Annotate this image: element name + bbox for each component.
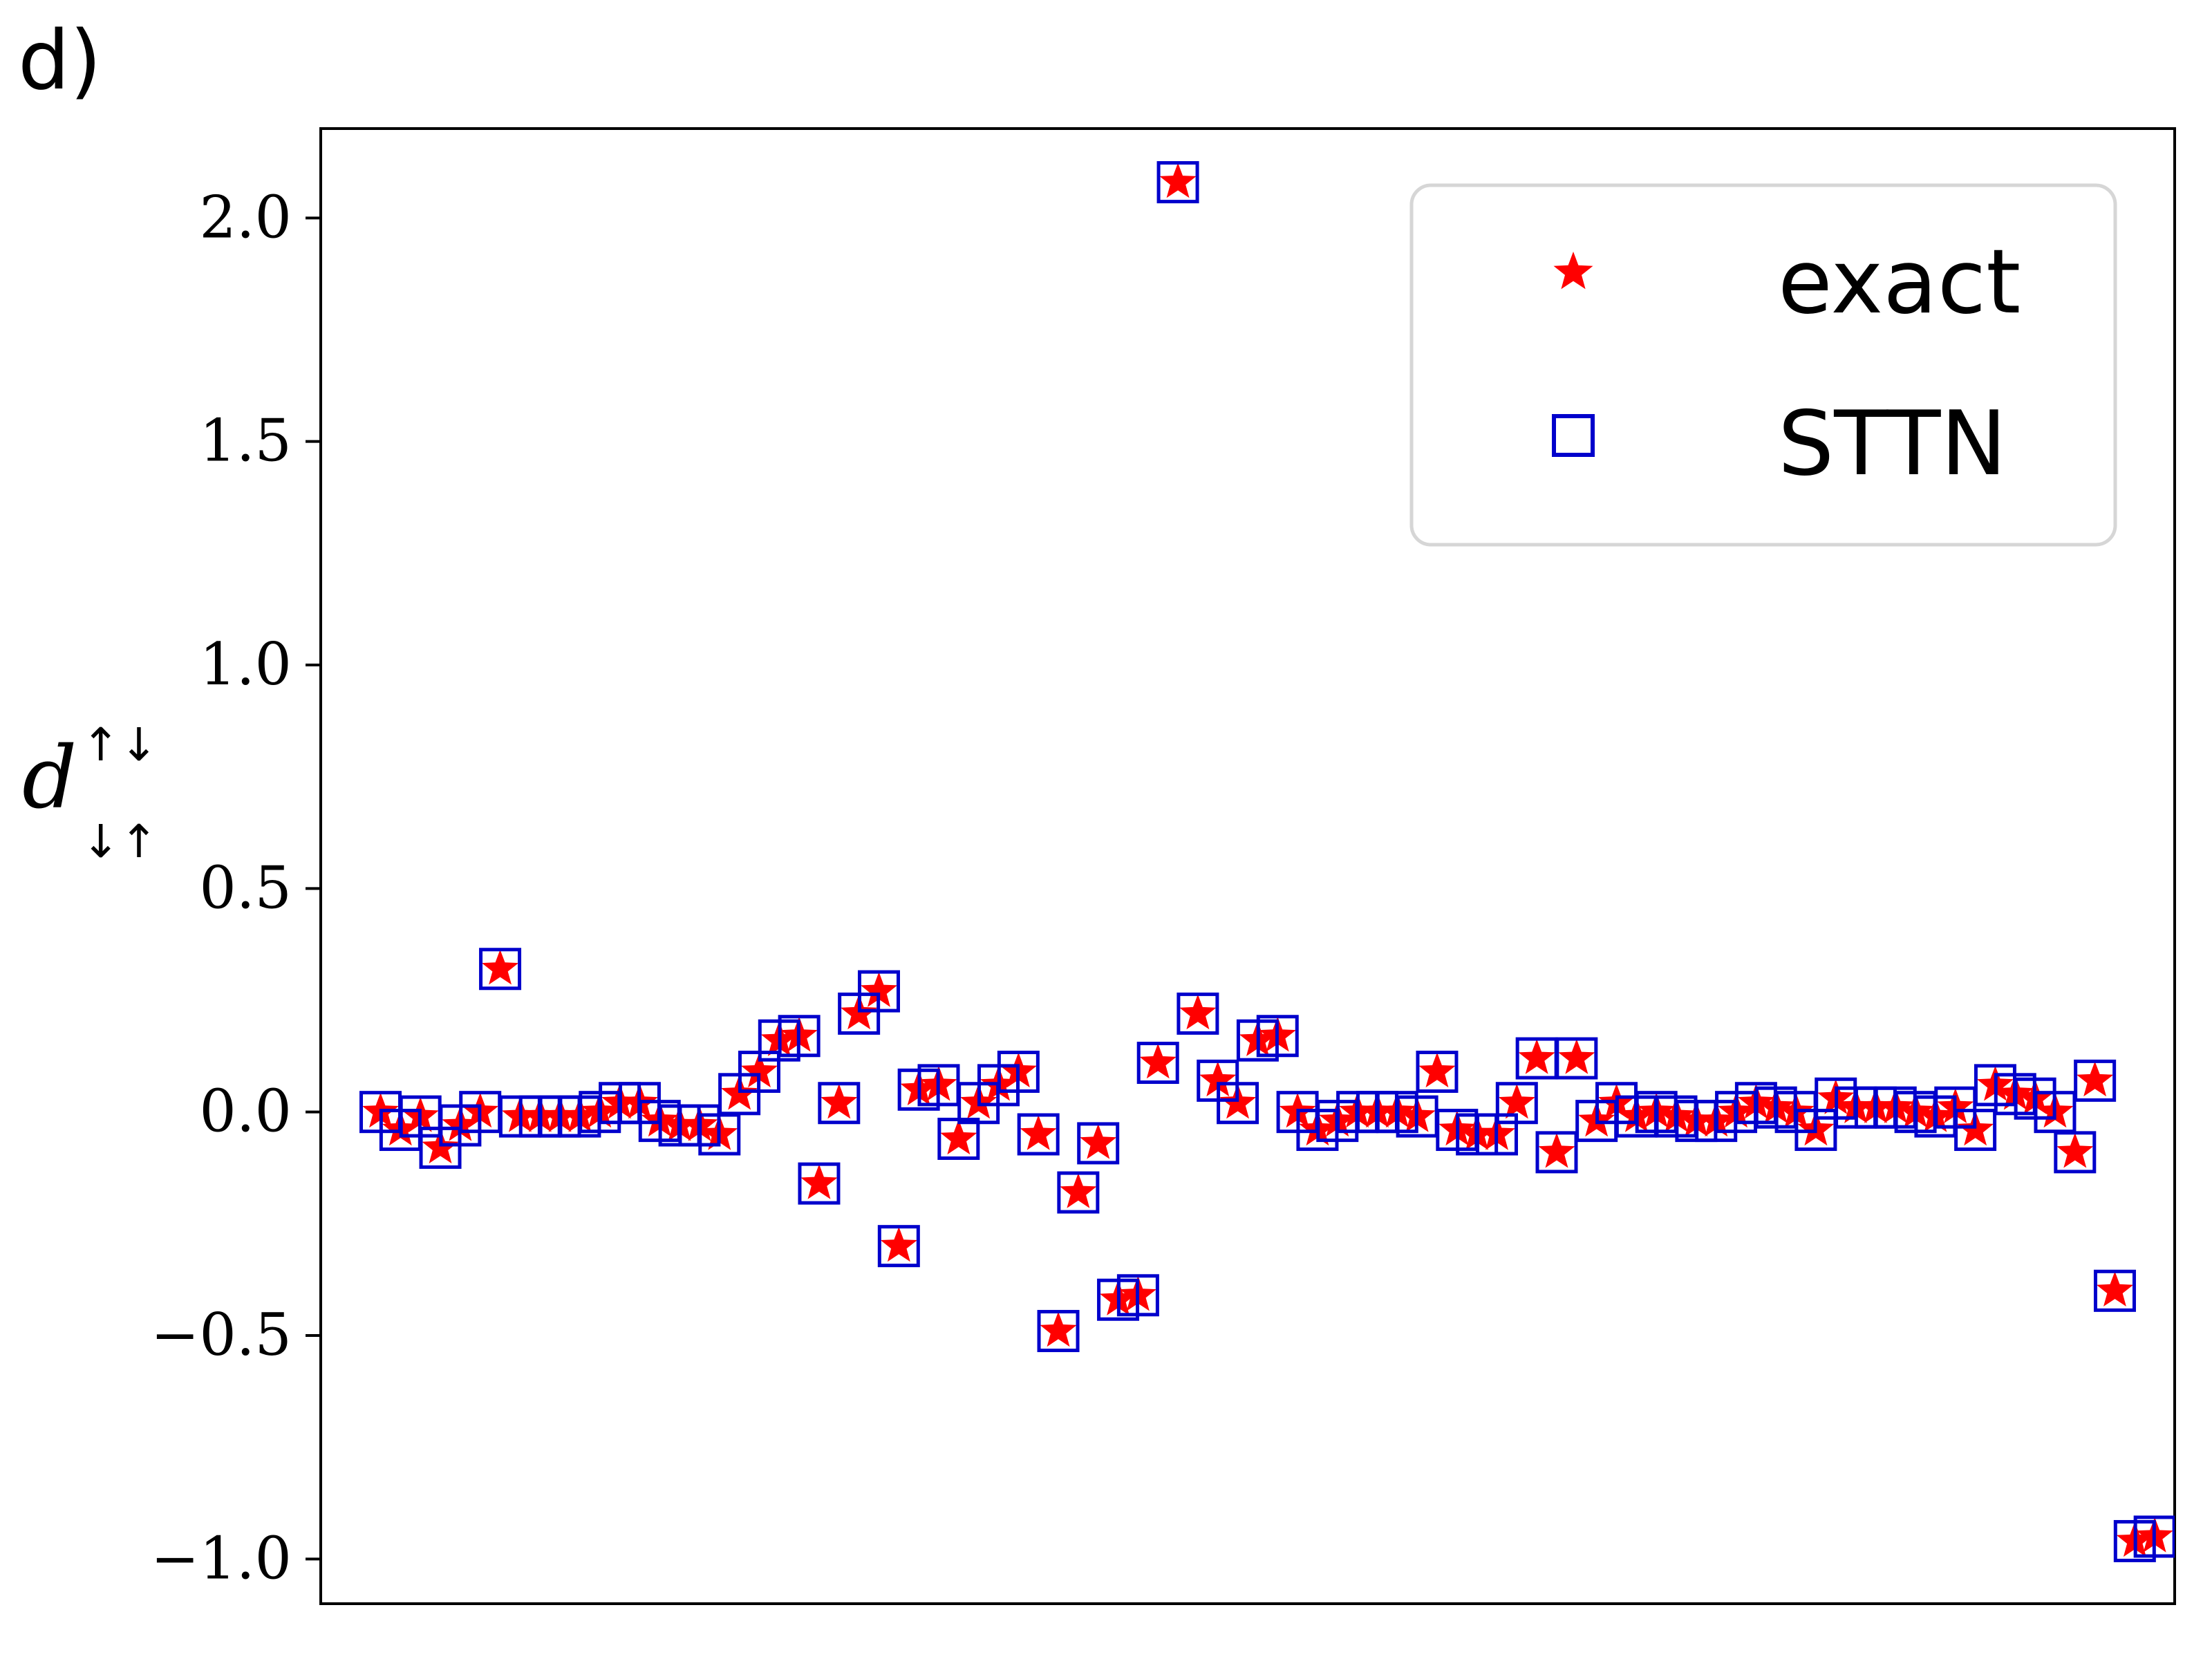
sttn-point [1495, 1082, 1538, 1125]
sttn-point [1116, 1274, 1159, 1317]
exact-point [1518, 1039, 1555, 1074]
y-axis: −1.0 −0.5 0.0 0.5 1.0 1.5 2.0 [151, 183, 321, 1592]
legend-square-marker [1552, 414, 1595, 457]
sttn-point [778, 1015, 821, 1058]
sttn-point [1555, 1037, 1598, 1080]
sttn-point [877, 1225, 920, 1268]
y-tick-label: 1.0 [199, 630, 292, 698]
exact-point [1558, 1039, 1595, 1074]
sttn-point [2054, 1131, 2097, 1174]
exact-point [880, 1226, 917, 1262]
y-tick-label: −0.5 [151, 1301, 292, 1369]
exact-point [1020, 1115, 1057, 1150]
exact-point [940, 1119, 977, 1155]
exact-point [800, 1164, 838, 1199]
exact-point [1159, 162, 1197, 198]
exact-point [860, 972, 898, 1007]
sttn-point [1416, 1050, 1459, 1093]
exact-point [2096, 1271, 2134, 1306]
y-axis-label-base: d [22, 729, 77, 828]
sttn-point [1156, 161, 1199, 204]
sttn-point [2093, 1269, 2136, 1312]
sttn-point [479, 948, 522, 991]
exact-point [481, 949, 519, 985]
exact-point [1538, 1132, 1575, 1168]
exact-point [2056, 1132, 2094, 1168]
exact-point [1060, 1173, 1097, 1208]
sttn-point [1017, 1113, 1060, 1156]
exact-point [740, 1052, 778, 1088]
y-axis-label: d ↑↓ ↓↑ [22, 718, 158, 868]
legend-label-exact: exact [1778, 231, 2021, 334]
sttn-point [1136, 1042, 1179, 1085]
legend-star-shape [1553, 252, 1593, 290]
y-tick-label: 2.0 [199, 183, 292, 251]
panel-label: d) [18, 12, 102, 108]
sttn-point [1177, 992, 1219, 1035]
sttn-point [997, 1050, 1040, 1093]
y-tick-label: −1.0 [151, 1524, 292, 1592]
sttn-point [1256, 1015, 1299, 1058]
sttn-point [1057, 1171, 1100, 1214]
exact-point [1139, 1043, 1177, 1079]
sttn-point [1535, 1131, 1578, 1174]
sttn-point [2074, 1059, 2117, 1102]
sttn-point [1217, 1082, 1259, 1125]
sttn-point [2133, 1515, 2175, 1558]
sttn-point [1954, 1109, 1997, 1152]
exact-point [821, 1083, 858, 1119]
legend-label-sttn: STTN [1778, 393, 2007, 496]
sttn-point [857, 970, 900, 1013]
data-points [359, 161, 2175, 1562]
sttn-point [798, 1162, 841, 1205]
sttn-point [1077, 1122, 1120, 1165]
exact-point [1179, 994, 1217, 1030]
sttn-point [818, 1082, 861, 1125]
exact-point [2077, 1061, 2114, 1097]
exact-point [1498, 1083, 1535, 1119]
exact-point [1040, 1311, 1077, 1347]
y-axis-label-superscript: ↑↓ [82, 718, 158, 771]
legend: exact STTN [1409, 183, 2117, 547]
exact-point [1199, 1061, 1237, 1097]
y-tick-label: 1.5 [199, 407, 292, 475]
exact-point [1080, 1123, 1117, 1159]
y-axis-label-subscript: ↓↑ [82, 815, 158, 868]
y-tick-label: 0.0 [199, 1078, 292, 1145]
exact-point [1418, 1052, 1456, 1088]
y-tick-label: 0.5 [199, 854, 292, 921]
sttn-point [1037, 1310, 1080, 1353]
legend-star-marker [1553, 252, 1593, 290]
